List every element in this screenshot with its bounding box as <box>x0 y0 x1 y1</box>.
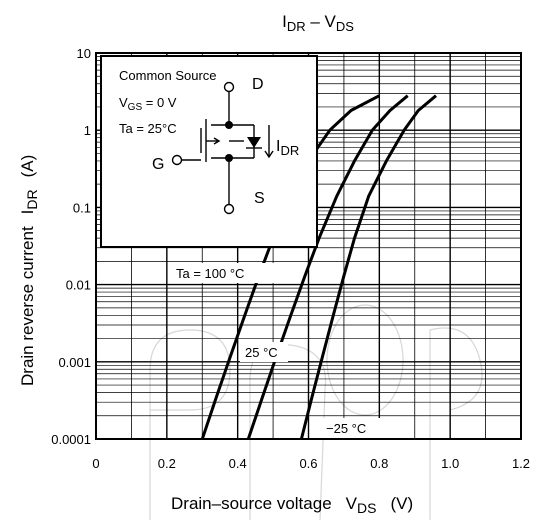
x-tick-label: 1.0 <box>441 456 459 471</box>
y-axis-label: Drain reverse currentIDR(A) <box>18 155 40 386</box>
x-tick-label: 0.4 <box>229 456 247 471</box>
x-axis-label: Drain–source voltage VDS (V) <box>171 494 413 516</box>
inset-current: IDR <box>276 138 299 158</box>
svg-text:−25 °C: −25 °C <box>326 421 366 436</box>
y-tick-label: 10 <box>77 46 91 61</box>
inset-schematic: Common Source VGS = 0 V Ta = 25°C <box>100 55 318 248</box>
watermark <box>149 304 483 521</box>
terminal-source: S <box>254 190 265 207</box>
x-tick-label: 0.6 <box>299 456 317 471</box>
x-tick-label: 0.2 <box>158 456 176 471</box>
y-tick-label: 1 <box>84 123 91 138</box>
chart-title: IDR – VDS <box>282 12 354 34</box>
x-tick-label: 1.2 <box>512 456 530 471</box>
tick-labels: 0 0.2 0.4 0.6 0.8 1.0 1.2 0.0001 0.001 0.01 0.1 1 10 <box>51 46 530 471</box>
plot-frame <box>95 52 522 440</box>
y-tick-label: 0.0001 <box>51 432 91 447</box>
series-line-1 <box>246 94 409 440</box>
svg-text:25 °C: 25 °C <box>245 345 278 360</box>
y-tick-label: 0.001 <box>58 355 91 370</box>
terminal-drain: D <box>252 76 264 93</box>
series-line-2 <box>299 94 437 440</box>
y-tick-label: 0.01 <box>66 278 91 293</box>
series-label-25c: 25 °C <box>240 342 288 362</box>
y-tick-label: 0.1 <box>73 200 91 215</box>
inset-vgs: VGS = 0 V <box>119 95 177 113</box>
terminal-gate: G <box>152 156 164 173</box>
x-tick-label: 0 <box>92 456 99 471</box>
inset-ta: Ta = 25°C <box>119 121 177 136</box>
svg-text:Ta = 100 °C: Ta = 100 °C <box>176 266 244 281</box>
x-tick-label: 0.8 <box>370 456 388 471</box>
series-label-100c: Ta = 100 °C <box>170 263 278 283</box>
series-label-minus25c: −25 °C <box>322 418 384 438</box>
inset-title: Common Source <box>119 68 217 83</box>
